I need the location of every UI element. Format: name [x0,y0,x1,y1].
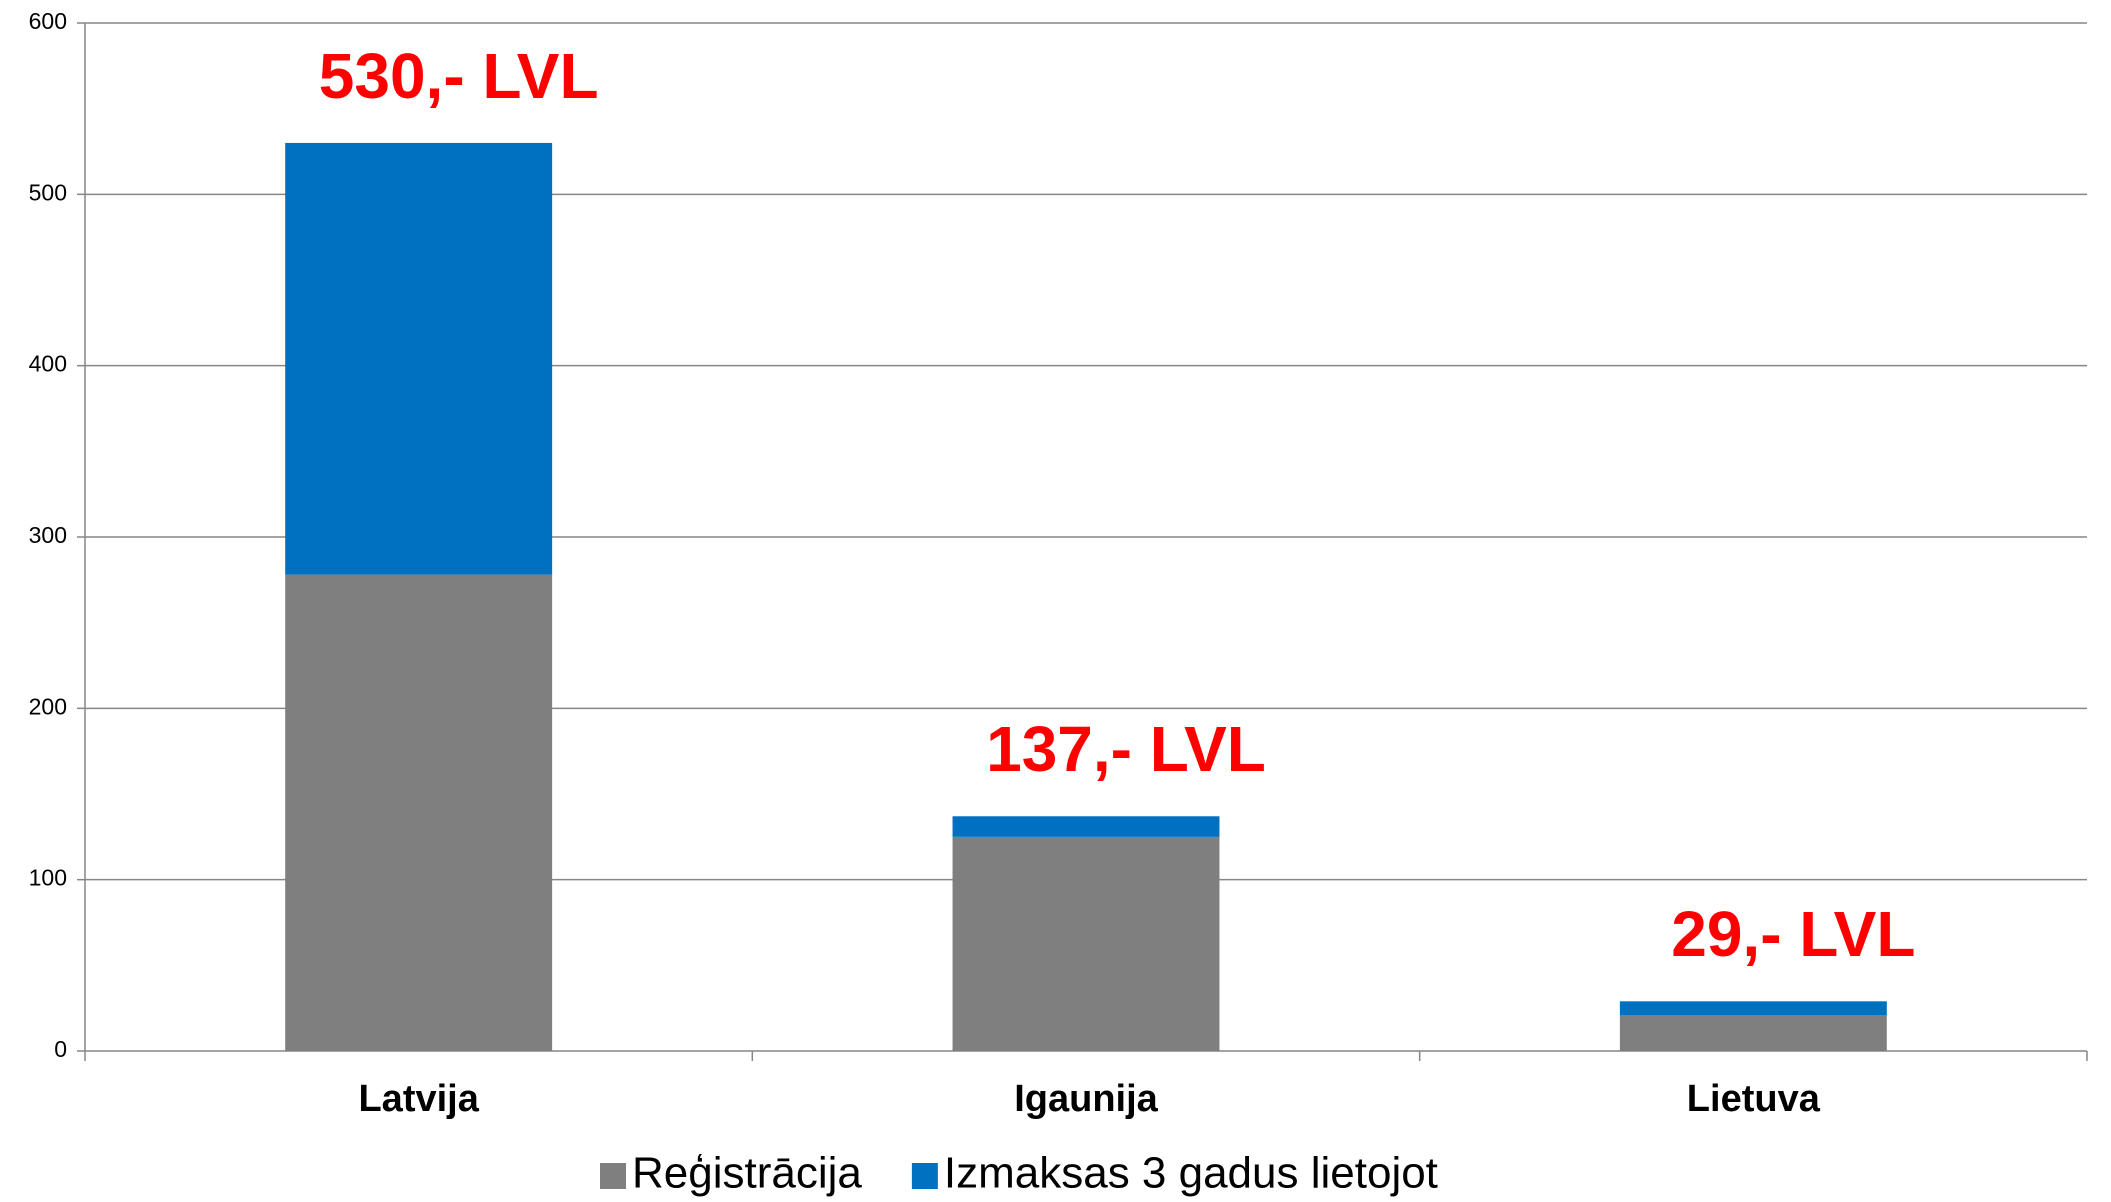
x-tick-label: Latvija [358,1078,479,1120]
y-tick-label: 100 [29,865,67,891]
bar-segment [953,837,1220,1051]
bar-segment [953,816,1220,837]
annotation: 137,- LVL [986,713,1266,785]
annotation: 29,- LVL [1671,898,1915,970]
bar-segment [285,575,552,1051]
legend-swatch [600,1163,626,1189]
x-tick-label: Igaunija [1014,1078,1158,1120]
legend-label: Izmaksas 3 gadus lietojot [944,1149,1438,1198]
x-tick-label: Lietuva [1687,1078,1821,1120]
bar-segment [1620,1001,1887,1015]
legend-label: Reģistrācija [632,1149,862,1198]
y-tick-label: 400 [29,351,67,377]
y-tick-label: 300 [29,522,67,548]
y-tick-label: 0 [54,1036,67,1062]
bar-segment [285,143,552,575]
y-tick-label: 500 [29,179,67,205]
y-tick-label: 600 [29,8,67,34]
chart: 0 100 200 300 400 500 600 Latvija 530,- LVL Igaun… [0,0,2111,1202]
y-tick-label: 200 [29,693,67,719]
legend-swatch [912,1163,938,1189]
bar-segment [1620,1015,1887,1051]
annotation: 530,- LVL [319,40,599,112]
